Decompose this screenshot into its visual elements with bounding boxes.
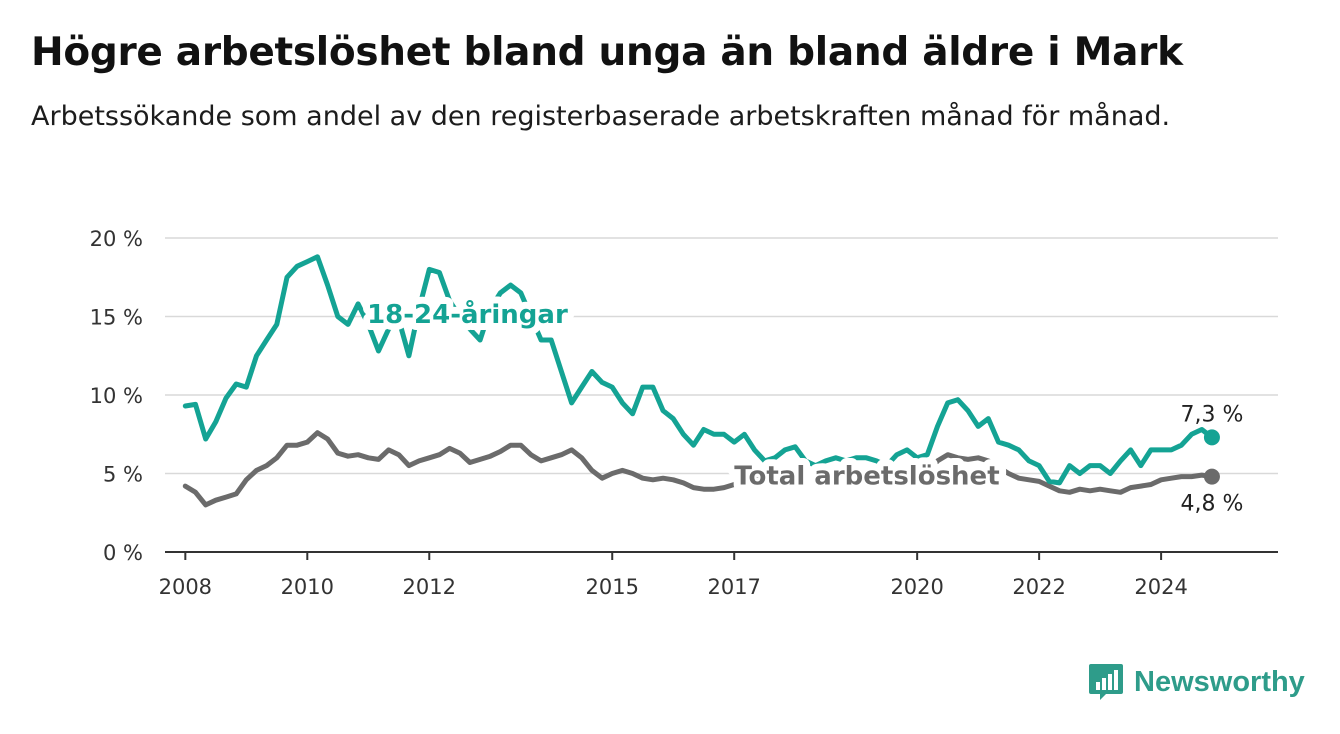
series-line [182, 254, 1215, 486]
y-tick-label: 15 % [90, 306, 143, 330]
y-tick-label: 20 % [90, 227, 143, 251]
x-tick-label: 2015 [586, 575, 639, 599]
series-lines [182, 254, 1220, 508]
series-line [182, 430, 1215, 508]
series-labels: 18-24-åringar Total arbetslöshet 7,3 % 4,8 … [360, 291, 1243, 517]
x-tick-label: 2012 [403, 575, 456, 599]
y-tick-label: 10 % [90, 384, 143, 408]
chart-title: Högre arbetslöshet bland unga än bland ä… [31, 30, 1183, 75]
y-axis-ticks: 0 % 5 % 10 % 15 % 20 % [90, 227, 143, 565]
end-value-label: 7,3 % [1180, 402, 1243, 427]
series-end-point [1203, 429, 1220, 446]
x-tick-label: 2024 [1134, 575, 1187, 599]
x-tick-label: 2008 [159, 575, 212, 599]
brand-name: Newsworthy [1134, 665, 1305, 698]
newsworthy-logo-icon [1089, 664, 1123, 700]
x-tick-label: 2022 [1012, 575, 1065, 599]
gridlines [165, 237, 1278, 553]
newsworthy-logo: Newsworthy [1088, 660, 1305, 704]
x-axis-ticks: 2008 2010 2012 2015 2017 2020 2022 2024 [159, 552, 1188, 599]
y-tick-label: 0 % [103, 541, 143, 565]
x-tick-label: 2017 [707, 575, 760, 599]
x-tick-label: 2020 [890, 575, 943, 599]
series-end-point [1203, 468, 1220, 485]
series-name-label: Total arbetslöshet [734, 461, 999, 491]
chart-subtitle: Arbetssökande som andel av den registerb… [31, 101, 1171, 132]
x-tick-label: 2010 [281, 575, 334, 599]
series-name-label: 18-24-åringar [367, 298, 568, 330]
y-tick-label: 5 % [103, 463, 143, 487]
end-value-label: 4,8 % [1180, 492, 1243, 517]
